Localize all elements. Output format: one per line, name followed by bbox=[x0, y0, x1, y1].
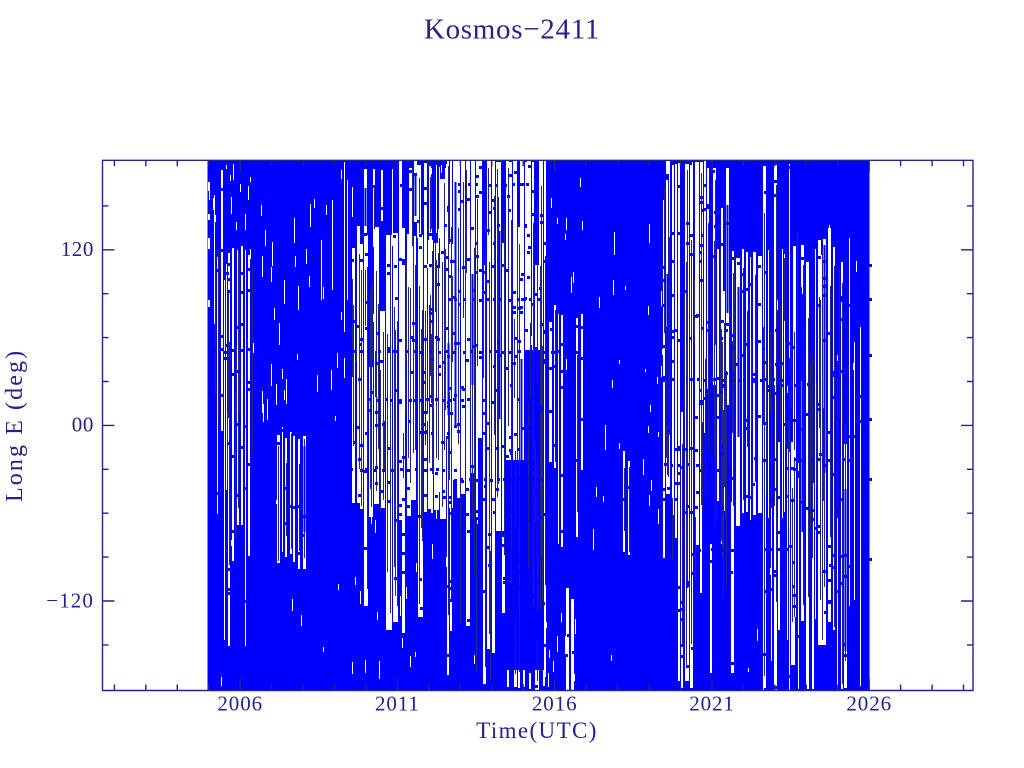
svg-text:−120: −120 bbox=[46, 588, 94, 612]
svg-text:120: 120 bbox=[61, 237, 94, 261]
svg-text:Long E (deg): Long E (deg) bbox=[2, 349, 28, 502]
svg-text:2026: 2026 bbox=[846, 692, 892, 716]
svg-text:Kosmos−2411: Kosmos−2411 bbox=[424, 14, 600, 46]
svg-text:2011: 2011 bbox=[375, 692, 420, 716]
svg-text:Time(UTC): Time(UTC) bbox=[476, 718, 598, 743]
svg-text:2006: 2006 bbox=[217, 692, 263, 716]
svg-text:2016: 2016 bbox=[532, 692, 578, 716]
svg-text:2021: 2021 bbox=[689, 692, 735, 716]
svg-text:00: 00 bbox=[72, 413, 94, 437]
